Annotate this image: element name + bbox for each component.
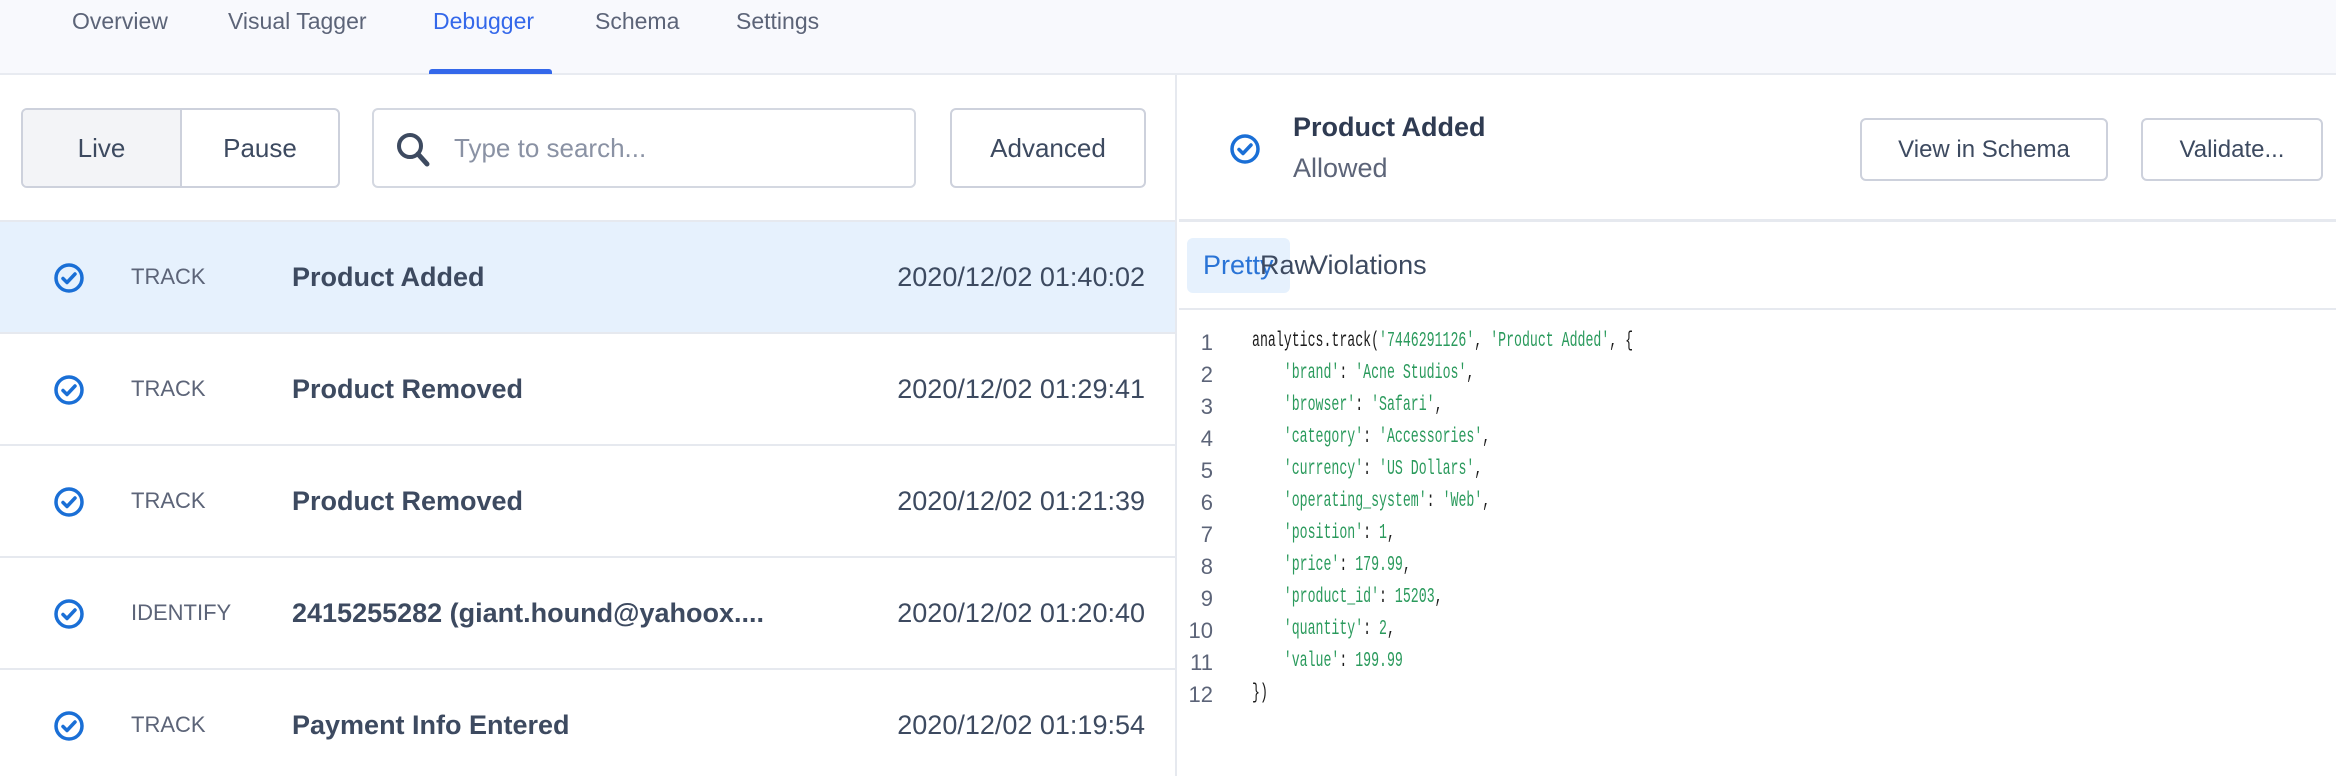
event-type: IDENTIFY <box>131 600 232 625</box>
event-row[interactable]: TRACK Payment Info Entered 2020/12/02 01… <box>0 668 1175 780</box>
line-number: 2 <box>1200 362 1213 387</box>
event-row[interactable]: IDENTIFY 2415255282 (giant.hound@yahoox.… <box>0 556 1175 668</box>
line-number: 8 <box>1200 554 1213 579</box>
code-text: 'brand': 'Acne Studios', <box>1283 362 1475 385</box>
code-text: 'product_id': 15203, <box>1283 586 1443 609</box>
tab-debugger[interactable]: Debugger <box>433 8 535 34</box>
tab-overview[interactable]: Overview <box>72 8 168 34</box>
line-number: 1 <box>1200 330 1213 355</box>
top-nav: Overview Visual Tagger Debugger Schema S… <box>0 0 2336 75</box>
code-line: 6 'operating_system': 'Web', <box>1179 490 2336 522</box>
active-tab-indicator <box>429 69 552 74</box>
view-in-schema-button[interactable]: View in Schema <box>1860 118 2108 181</box>
line-number: 7 <box>1200 522 1213 547</box>
check-circle-icon <box>54 263 84 293</box>
check-circle-icon <box>54 599 84 629</box>
event-type: TRACK <box>131 376 206 401</box>
code-line: 8 'price': 179.99, <box>1179 554 2336 586</box>
event-type: TRACK <box>131 712 206 737</box>
code-line: 2 'brand': 'Acne Studios', <box>1179 362 2336 394</box>
advanced-button[interactable]: Advanced <box>950 108 1146 188</box>
line-number: 3 <box>1200 394 1213 419</box>
tab-schema[interactable]: Schema <box>595 8 680 34</box>
tab-pretty[interactable]: Pretty <box>1187 238 1290 293</box>
tab-settings[interactable]: Settings <box>736 8 820 34</box>
code-viewer: 1 analytics.track('7446291126', 'Product … <box>1179 330 2336 714</box>
code-text: 'browser': 'Safari', <box>1283 394 1443 417</box>
event-time: 2020/12/02 01:19:54 <box>897 710 1145 740</box>
detail-header: Product Added Allowed View in Schema Val… <box>1179 75 2336 222</box>
event-time: 2020/12/02 01:40:02 <box>897 262 1145 292</box>
code-line: 5 'currency': 'US Dollars', <box>1179 458 2336 490</box>
check-circle-icon <box>54 487 84 517</box>
validate-button[interactable]: Validate... <box>2141 118 2323 181</box>
event-name: Product Removed <box>292 486 524 516</box>
check-circle-icon <box>54 711 84 741</box>
search-icon <box>397 133 430 167</box>
code-text: 'value': 199.99 <box>1283 650 1403 673</box>
event-time: 2020/12/02 01:21:39 <box>897 486 1145 516</box>
code-text: 'operating_system': 'Web', <box>1283 490 1491 513</box>
event-name: Product Removed <box>292 374 524 404</box>
search-input[interactable] <box>454 128 894 168</box>
code-text: 'price': 179.99, <box>1283 554 1411 577</box>
event-row[interactable]: TRACK Product Removed 2020/12/02 01:29:4… <box>0 332 1175 444</box>
detail-tabs: Pretty Raw Violations <box>1179 222 2336 310</box>
code-line: 12}) <box>1179 682 2336 714</box>
event-detail-panel: Product Added Allowed View in Schema Val… <box>1179 75 2336 776</box>
line-number: 11 <box>1190 650 1213 675</box>
code-line: 9 'product_id': 15203, <box>1179 586 2336 618</box>
tab-visual-tagger[interactable]: Visual Tagger <box>228 8 367 34</box>
live-pause-toggle: Live Pause <box>21 108 340 188</box>
line-number: 6 <box>1200 490 1213 515</box>
detail-status: Allowed <box>1293 153 1388 183</box>
pause-button[interactable]: Pause <box>223 132 297 163</box>
line-number: 5 <box>1200 458 1213 483</box>
event-type: TRACK <box>131 488 206 513</box>
code-text: 'position': 1, <box>1283 522 1395 545</box>
code-text: 'quantity': 2, <box>1283 618 1395 641</box>
check-circle-icon <box>1230 134 1260 164</box>
code-line: 11 'value': 199.99 <box>1179 650 2336 682</box>
tab-violations[interactable]: Violations <box>1310 250 1427 280</box>
code-text: 'currency': 'US Dollars', <box>1283 458 1483 481</box>
event-time: 2020/12/02 01:29:41 <box>897 374 1145 404</box>
event-name: 2415255282 (giant.hound@yahoox.... <box>292 598 764 628</box>
event-row[interactable]: TRACK Product Added 2020/12/02 01:40:02 <box>0 220 1175 332</box>
line-number: 12 <box>1188 682 1213 707</box>
event-time: 2020/12/02 01:20:40 <box>897 598 1145 628</box>
event-type: TRACK <box>131 264 206 289</box>
code-text: 'category': 'Accessories', <box>1283 426 1491 449</box>
line-number: 4 <box>1200 426 1213 451</box>
line-number: 10 <box>1188 618 1213 643</box>
code-text: analytics.track('7446291126', 'Product A… <box>1252 330 1634 353</box>
check-circle-icon <box>54 375 84 405</box>
event-list: TRACK Product Added 2020/12/02 01:40:02 … <box>0 220 1175 780</box>
code-line: 4 'category': 'Accessories', <box>1179 426 2336 458</box>
event-name: Payment Info Entered <box>292 710 570 740</box>
event-row[interactable]: TRACK Product Removed 2020/12/02 01:21:3… <box>0 444 1175 556</box>
tab-raw[interactable]: Raw <box>1260 250 1315 280</box>
event-list-panel: Live Pause Advanced TRACK Product Added … <box>0 75 1177 776</box>
code-text: }) <box>1252 682 1268 705</box>
event-name: Product Added <box>292 262 485 292</box>
code-line: 7 'position': 1, <box>1179 522 2336 554</box>
code-line: 3 'browser': 'Safari', <box>1179 394 2336 426</box>
line-number: 9 <box>1200 586 1213 611</box>
code-line: 10 'quantity': 2, <box>1179 618 2336 650</box>
detail-title: Product Added <box>1293 112 1486 142</box>
search-box <box>372 108 916 188</box>
code-line: 1 analytics.track('7446291126', 'Product … <box>1179 330 2336 362</box>
live-button[interactable]: Live <box>23 110 182 186</box>
